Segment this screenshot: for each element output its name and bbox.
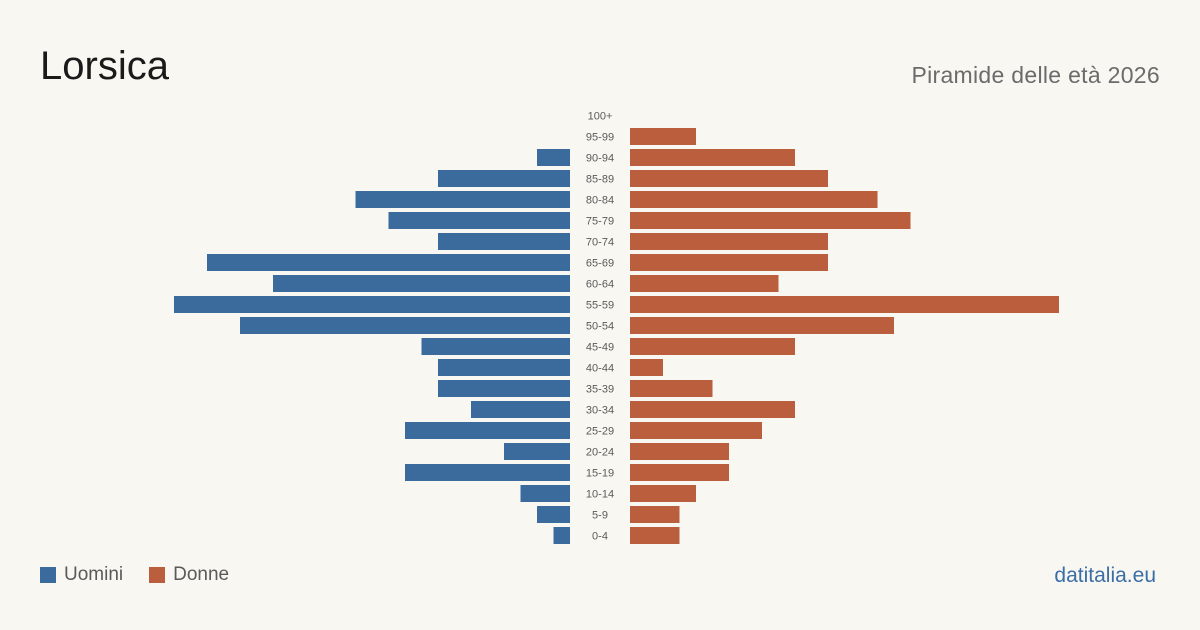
age-group-label: 30-34 [586, 405, 614, 417]
bar-women [630, 359, 663, 376]
bar-women [630, 296, 1059, 313]
bar-men [355, 191, 570, 208]
bar-women [630, 128, 696, 145]
bar-men [471, 401, 570, 418]
bar-men [273, 275, 570, 292]
bar-men [504, 443, 570, 460]
age-group-label: 60-64 [586, 279, 614, 291]
legend-label-men: Uomini [64, 564, 124, 585]
bar-women [630, 338, 795, 355]
legend-item-men: Uomini [40, 564, 123, 586]
bar-women [630, 422, 762, 439]
bar-men [388, 212, 570, 229]
bar-women [630, 380, 713, 397]
bar-women [630, 233, 828, 250]
bar-women [630, 401, 795, 418]
age-group-label: 90-94 [586, 153, 614, 165]
age-group-label: 25-29 [586, 426, 614, 438]
bar-women [630, 506, 680, 523]
bar-women [630, 527, 680, 544]
bar-men [537, 149, 570, 166]
bar-women [630, 170, 828, 187]
bar-women [630, 443, 729, 460]
bar-men [405, 422, 570, 439]
bar-men [240, 317, 570, 334]
bar-women [630, 212, 911, 229]
legend-item-women: Donne [149, 564, 229, 586]
age-group-label: 35-39 [586, 384, 614, 396]
bar-women [630, 149, 795, 166]
age-group-label: 45-49 [586, 342, 614, 354]
bar-women [630, 275, 779, 292]
age-group-label: 15-19 [586, 468, 614, 480]
chart-subtitle: Piramide delle età 2026 [911, 62, 1160, 88]
age-group-label: 40-44 [586, 363, 614, 375]
age-group-label: 100+ [588, 111, 613, 123]
bar-men [438, 359, 570, 376]
bar-women [630, 254, 828, 271]
bar-women [630, 191, 878, 208]
age-group-label: 80-84 [586, 195, 614, 207]
age-group-label: 70-74 [586, 237, 614, 249]
legend-swatch-men [40, 567, 56, 583]
age-group-label: 10-14 [586, 489, 614, 501]
bar-men [174, 296, 570, 313]
age-group-label: 55-59 [586, 300, 614, 312]
bar-men [553, 527, 570, 544]
bar-men [520, 485, 570, 502]
age-group-label: 5-9 [592, 510, 608, 522]
legend: Uomini Donne [40, 564, 255, 586]
bar-men [537, 506, 570, 523]
bar-men [438, 380, 570, 397]
brand-link[interactable]: datitalia.eu [1054, 564, 1156, 587]
bar-men [438, 170, 570, 187]
bar-men [438, 233, 570, 250]
age-group-label: 85-89 [586, 174, 614, 186]
bar-women [630, 464, 729, 481]
bar-women [630, 317, 894, 334]
age-group-label: 0-4 [592, 531, 608, 543]
bar-women [630, 485, 696, 502]
page-title: Lorsica [40, 44, 169, 88]
bar-men [207, 254, 570, 271]
legend-label-women: Donne [173, 564, 230, 585]
age-group-label: 75-79 [586, 216, 614, 228]
age-group-label: 65-69 [586, 258, 614, 270]
age-group-label: 20-24 [586, 447, 614, 459]
age-group-label: 95-99 [586, 132, 614, 144]
bar-men [421, 338, 570, 355]
bar-men [405, 464, 570, 481]
age-group-label: 50-54 [586, 321, 614, 333]
legend-swatch-women [149, 567, 166, 583]
